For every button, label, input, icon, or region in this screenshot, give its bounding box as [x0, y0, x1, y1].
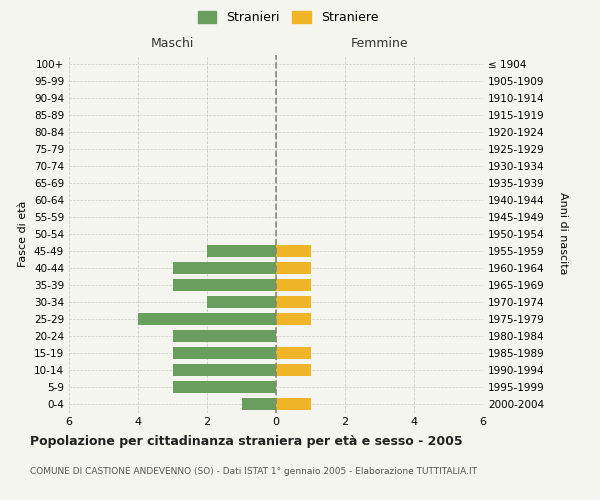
Bar	[276, 296, 311, 308]
Bar	[241, 398, 276, 410]
Y-axis label: Anni di nascita: Anni di nascita	[559, 192, 569, 275]
Y-axis label: Fasce di età: Fasce di età	[19, 200, 28, 267]
Legend: Stranieri, Straniere: Stranieri, Straniere	[193, 6, 383, 29]
Bar	[173, 347, 276, 359]
Bar	[276, 364, 311, 376]
Text: Maschi: Maschi	[151, 37, 194, 50]
Bar	[173, 364, 276, 376]
Bar	[276, 347, 311, 359]
Bar	[207, 244, 276, 257]
Bar	[207, 296, 276, 308]
Text: COMUNE DI CASTIONE ANDEVENNO (SO) - Dati ISTAT 1° gennaio 2005 - Elaborazione TU: COMUNE DI CASTIONE ANDEVENNO (SO) - Dati…	[30, 468, 477, 476]
Bar	[276, 398, 311, 410]
Bar	[173, 278, 276, 291]
Bar	[173, 262, 276, 274]
Bar	[276, 278, 311, 291]
Bar	[173, 330, 276, 342]
Bar	[173, 381, 276, 393]
Bar	[276, 244, 311, 257]
Text: Popolazione per cittadinanza straniera per età e sesso - 2005: Popolazione per cittadinanza straniera p…	[30, 435, 463, 448]
Text: Femmine: Femmine	[350, 37, 409, 50]
Bar	[276, 262, 311, 274]
Bar	[276, 312, 311, 325]
Bar	[138, 312, 276, 325]
